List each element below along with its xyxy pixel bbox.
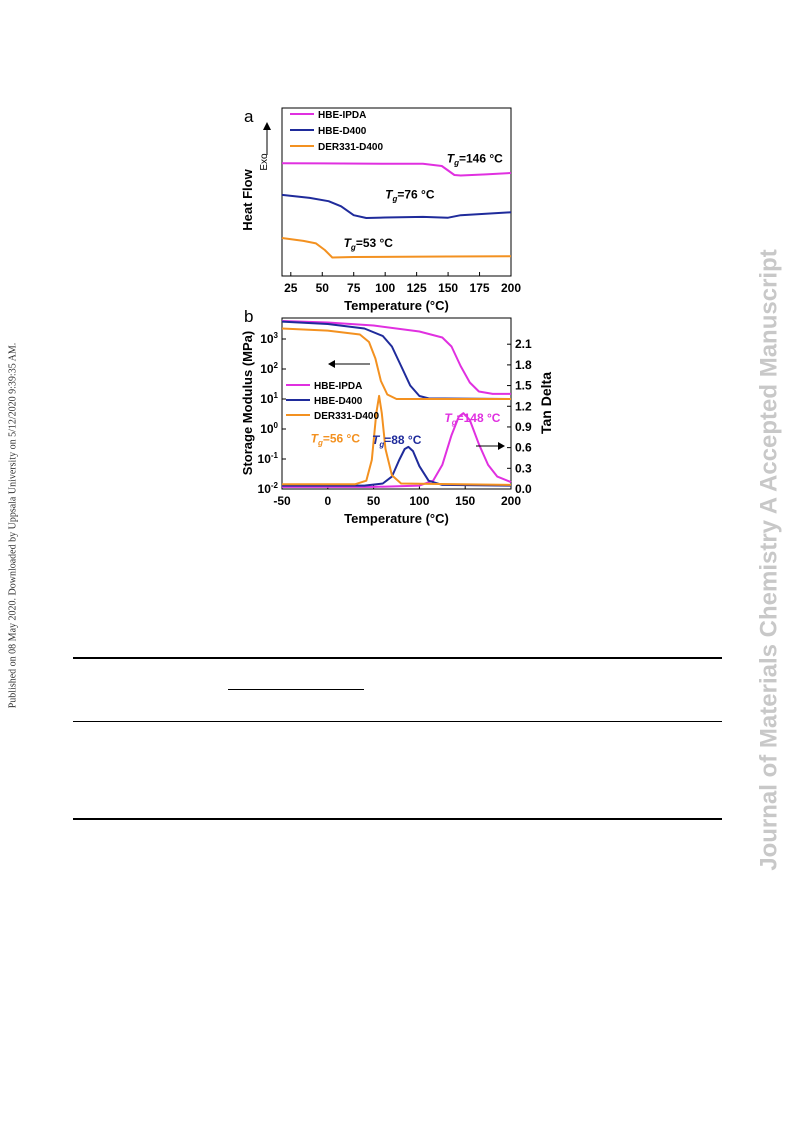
panel-b-legend-label: HBE-IPDA: [314, 381, 362, 392]
panel-a-curve-hbe-d400: [281, 193, 512, 219]
panel-b-right-tick-label: 1.8: [515, 358, 532, 372]
panel-b-right-tick-label: 0.0: [515, 482, 532, 496]
panel-b-modulus-curve-hbe-ipda: [281, 320, 511, 395]
panel-a-x-tick-label: 75: [347, 281, 361, 295]
journal-watermark: Journal of Materials Chemistry A Accepte…: [756, 249, 784, 871]
panel-b-x-axis-label: Temperature (°C): [344, 511, 449, 526]
panel-b-tg-label: Tg=56 °C: [311, 432, 361, 448]
panel-b-right-tick-label: 0.9: [515, 420, 532, 434]
panel-b-right-axis-label: Tan Delta: [538, 372, 554, 434]
panel-b-left-tick-label: 10-1: [258, 451, 279, 466]
panel-a-frame: [281, 107, 512, 277]
panel-b-modulus-curve-hbe-d400: [281, 320, 512, 400]
panel-b-right-tick-label: 0.6: [515, 441, 532, 455]
panel-b-x-tick-label: 50: [367, 494, 381, 508]
figure: a 25 50 75 100 125 150 175 200 Temperature (°C) He…: [240, 107, 554, 526]
panel-b-left-tick-label: 103: [260, 331, 278, 346]
panel-a-tg-label: Tg=53 °C: [344, 236, 394, 252]
panel-b-left-tick-label: 101: [260, 391, 278, 406]
panel-a-y-axis-label: Heat Flow: [240, 168, 255, 230]
table-header-subrule: [228, 689, 364, 690]
panel-b-tg-label: Tg=148 °C: [444, 411, 500, 427]
panel-a-x-axis-label: Temperature (°C): [344, 298, 449, 313]
panel-b-x-tick-label: 150: [455, 494, 475, 508]
panel-a-curve-der331-d400: [281, 237, 512, 259]
panel-b-left-axis-label: Storage Modulus (MPa): [240, 331, 255, 475]
panel-a-x-tick-label: 50: [316, 281, 330, 295]
panel-b-tandelta-curve-der331-d400: [282, 394, 512, 486]
panel-a-x-tick-label: 125: [407, 281, 427, 295]
panel-a-legend-label: HBE-D400: [318, 126, 367, 137]
panel-b-left-tick-label: 10-2: [258, 481, 279, 496]
panel-b-tandelta-curve-hbe-d400: [282, 445, 512, 487]
panel-a-x-tick-label: 200: [501, 281, 521, 295]
table-bottom-rule: [73, 818, 722, 820]
panel-b-tg-label: Tg=88 °C: [372, 433, 422, 449]
publication-notice: Published on 08 May 2020. Downloaded by …: [7, 342, 19, 708]
panel-a-x-tick-label: 100: [375, 281, 395, 295]
panel-a-exo-label: Exo: [259, 153, 270, 171]
panel-b-x-tick-label: -50: [273, 494, 291, 508]
panel-b-legend-label: HBE-D400: [314, 396, 363, 407]
panel-b-right-tick-label: 1.2: [515, 399, 532, 413]
panel-a-x-tick-label: 25: [284, 281, 298, 295]
side-note-left: Published on 08 May 2020. Downloaded by …: [6, 330, 20, 720]
table-header-rule: [73, 721, 722, 722]
panel-a-legend-label: HBE-IPDA: [318, 110, 366, 121]
panel-b-frame: [281, 317, 512, 490]
panel-b-x-tick-label: 200: [501, 494, 521, 508]
panel-b-right-axis-arrow-head: [498, 442, 505, 450]
panel-a-curve-hbe-ipda: [281, 162, 512, 177]
panel-a-exo-arrow-head: [263, 122, 271, 130]
side-watermark: Journal of Materials Chemistry A Accepte…: [755, 160, 785, 960]
table-top-rule: [73, 657, 722, 659]
panel-b-x-tick-label: 100: [409, 494, 429, 508]
panel-b-modulus-curve-der331-d400: [281, 327, 511, 400]
panel-b-left-tick-label: 100: [260, 421, 278, 436]
panel-b-right-tick-label: 1.5: [515, 379, 532, 393]
panel-a-letter: a: [244, 107, 254, 126]
panel-a-x-tick-label: 175: [470, 281, 490, 295]
panel-b-left-tick-label: 102: [260, 361, 278, 376]
panel-b-right-tick-label: 0.3: [515, 461, 532, 475]
panel-b-tandelta-curve-hbe-ipda: [282, 412, 512, 488]
panel-b-left-axis-arrow-head: [328, 360, 335, 368]
panel-a-tg-label: Tg=146 °C: [447, 151, 503, 167]
panel-b-legend-label: DER331-D400: [314, 411, 379, 422]
panel-b-letter: b: [244, 307, 253, 326]
panel-a-tg-label: Tg=76 °C: [385, 188, 435, 204]
panel-b-x-tick-label: 0: [324, 494, 331, 508]
panel-b-right-tick-label: 2.1: [515, 337, 532, 351]
panel-a-legend-label: DER331-D400: [318, 142, 383, 153]
panel-a-x-tick-label: 150: [438, 281, 458, 295]
